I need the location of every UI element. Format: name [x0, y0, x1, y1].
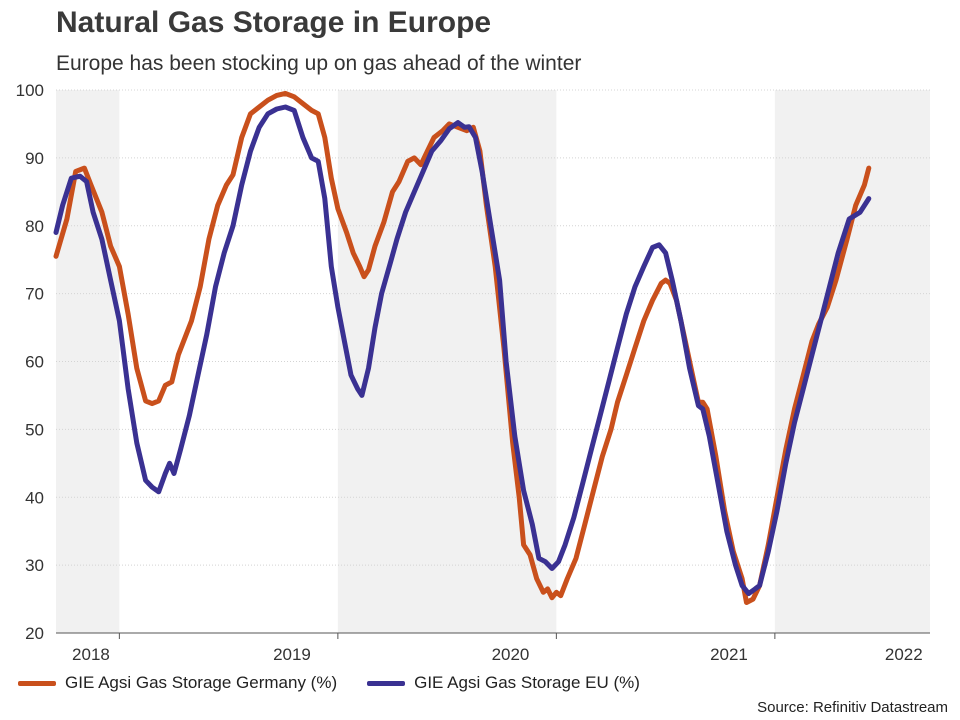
y-tick-label-40: 40	[25, 488, 44, 507]
chart-subtitle: Europe has been stocking up on gas ahead…	[56, 52, 582, 75]
shaded-region-2	[774, 90, 930, 633]
x-axis: 2018 2019 2020 2021 2022	[56, 632, 930, 664]
y-tick-label-50: 50	[25, 420, 44, 439]
source-note: Source: Refinitiv Datastream	[757, 699, 948, 716]
chart-title: Natural Gas Storage in Europe	[56, 6, 492, 39]
y-tick-label-20: 20	[25, 624, 44, 643]
y-tick-label-90: 90	[25, 149, 44, 168]
y-tick-label-70: 70	[25, 285, 44, 304]
y-tick-label-100: 100	[16, 81, 44, 100]
shaded-regions	[56, 90, 930, 633]
legend-item-germany: GIE Agsi Gas Storage Germany (%)	[18, 673, 337, 693]
y-axis: 20 30 40 50 60 70 80 90 100	[16, 81, 44, 643]
series-line-eu	[53, 104, 872, 597]
y-tick-label-60: 60	[25, 353, 44, 372]
y-tick-label-80: 80	[25, 217, 44, 236]
legend-swatch-eu	[367, 680, 406, 686]
x-tick-label-2021: 2021	[710, 645, 748, 664]
series-lines	[53, 90, 872, 605]
legend-label-germany: GIE Agsi Gas Storage Germany (%)	[65, 673, 338, 692]
y-tick-label-30: 30	[25, 556, 44, 575]
x-tick-label-2019: 2019	[273, 645, 311, 664]
legend-label-eu: GIE Agsi Gas Storage EU (%)	[414, 673, 640, 692]
x-tick-label-2022: 2022	[885, 645, 923, 664]
legend-item-eu: GIE Agsi Gas Storage EU (%)	[367, 673, 640, 693]
legend: GIE Agsi Gas Storage Germany (%) GIE Ags…	[18, 673, 670, 693]
x-tick-label-2020: 2020	[492, 645, 530, 664]
legend-swatch-germany	[18, 680, 56, 686]
x-tick-label-2018: 2018	[72, 645, 110, 664]
